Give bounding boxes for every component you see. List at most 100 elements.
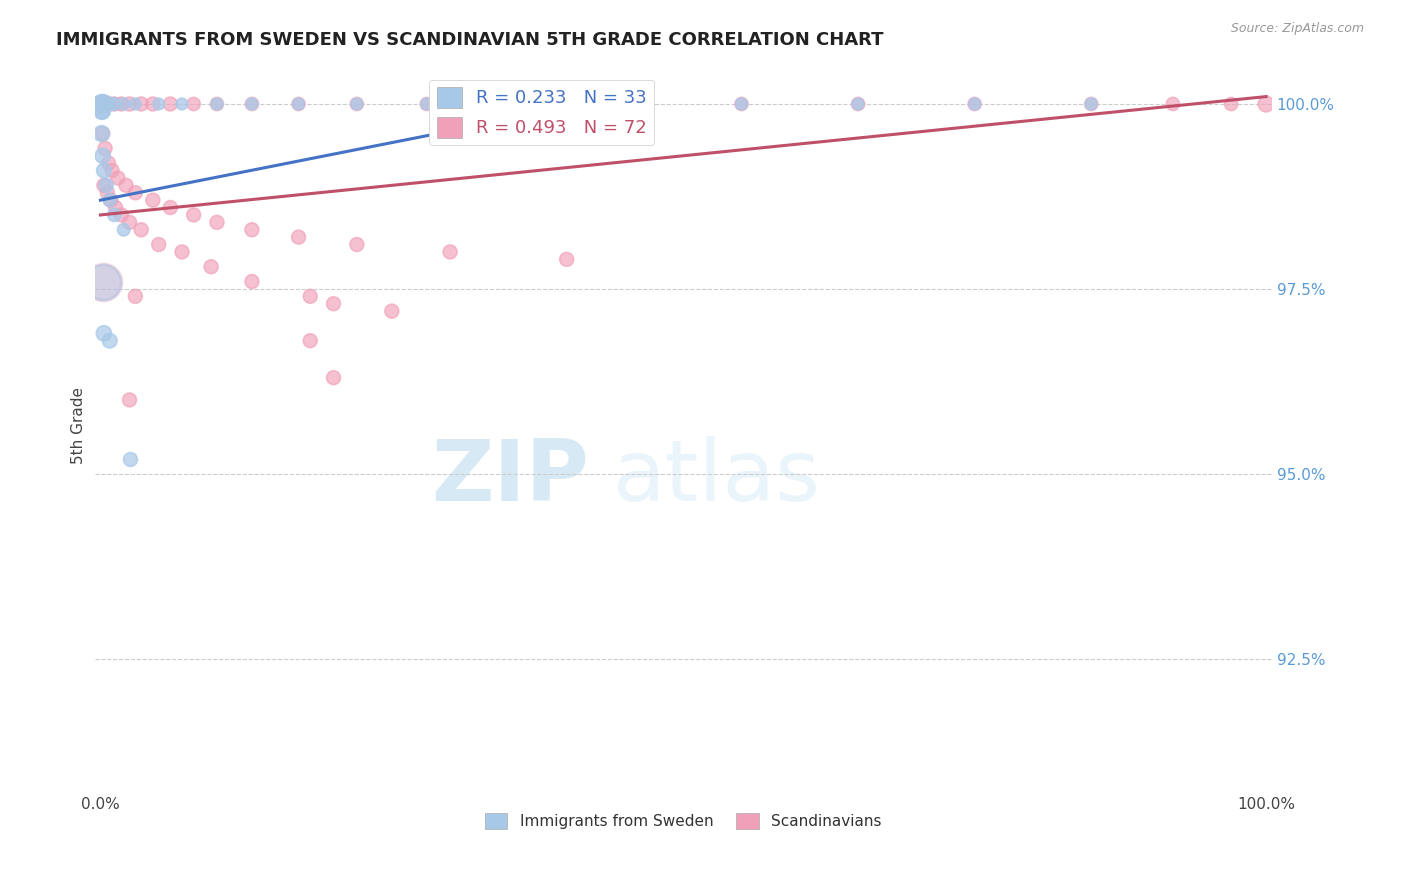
Point [91, 149, 114, 163]
Point [963, 97, 986, 112]
Point [93, 178, 115, 193]
Point [124, 289, 146, 303]
Point [346, 237, 368, 252]
Point [124, 186, 146, 200]
Point [613, 97, 636, 112]
Point [118, 452, 141, 467]
Point [118, 215, 141, 229]
Point [416, 97, 439, 112]
Point [963, 97, 986, 112]
Point [104, 201, 127, 215]
Point [107, 171, 129, 186]
Legend: Immigrants from Sweden, Scandinavians: Immigrants from Sweden, Scandinavians [478, 807, 889, 836]
Point [93, 97, 115, 112]
Text: IMMIGRANTS FROM SWEDEN VS SCANDINAVIAN 5TH GRADE CORRELATION CHART: IMMIGRANTS FROM SWEDEN VS SCANDINAVIAN 5… [56, 31, 884, 49]
Point [100, 193, 122, 207]
Point [98, 97, 121, 112]
Point [287, 230, 309, 244]
Point [91, 127, 114, 141]
Point [110, 208, 132, 222]
Point [1080, 97, 1102, 112]
Point [91, 275, 114, 289]
Point [1254, 97, 1277, 112]
Point [170, 97, 193, 112]
Point [91, 104, 114, 119]
Point [97, 156, 120, 170]
Point [93, 163, 115, 178]
Point [1161, 97, 1184, 112]
Point [118, 392, 141, 407]
Y-axis label: 5th Grade: 5th Grade [72, 387, 86, 464]
Point [730, 97, 752, 112]
Point [205, 215, 228, 229]
Point [112, 223, 135, 237]
Point [159, 201, 181, 215]
Point [1220, 97, 1243, 112]
Point [148, 237, 170, 252]
Point [96, 186, 118, 200]
Text: Source: ZipAtlas.com: Source: ZipAtlas.com [1230, 22, 1364, 36]
Point [205, 97, 228, 112]
Point [1080, 97, 1102, 112]
Point [93, 326, 115, 341]
Point [112, 97, 135, 112]
Point [94, 141, 117, 155]
Point [96, 178, 118, 193]
Point [98, 334, 121, 348]
Point [613, 97, 636, 112]
Point [103, 208, 125, 222]
Point [115, 178, 138, 193]
Point [287, 97, 309, 112]
Point [439, 244, 461, 259]
Point [103, 97, 125, 112]
Point [98, 193, 121, 207]
Point [142, 97, 165, 112]
Point [498, 97, 520, 112]
Point [159, 97, 181, 112]
Point [299, 334, 322, 348]
Point [142, 193, 165, 207]
Point [200, 260, 222, 274]
Point [730, 97, 752, 112]
Point [346, 97, 368, 112]
Point [240, 97, 263, 112]
Point [129, 223, 152, 237]
Point [110, 97, 132, 112]
Point [98, 97, 121, 112]
Point [124, 97, 146, 112]
Point [381, 304, 404, 318]
Point [498, 97, 520, 112]
Point [170, 244, 193, 259]
Point [322, 296, 344, 310]
Point [90, 104, 112, 119]
Point [90, 97, 112, 112]
Point [118, 97, 141, 112]
Point [129, 97, 152, 112]
Point [240, 275, 263, 289]
Point [846, 97, 869, 112]
Point [90, 127, 112, 141]
Point [94, 97, 117, 112]
Point [322, 370, 344, 384]
Text: ZIP: ZIP [432, 435, 589, 518]
Point [846, 97, 869, 112]
Point [287, 97, 309, 112]
Point [183, 208, 205, 222]
Point [93, 97, 115, 112]
Point [205, 97, 228, 112]
Point [240, 97, 263, 112]
Point [91, 97, 114, 112]
Point [240, 223, 263, 237]
Point [90, 97, 112, 112]
Point [96, 97, 118, 112]
Point [101, 163, 124, 178]
Point [91, 97, 114, 112]
Point [416, 97, 439, 112]
Point [183, 97, 205, 112]
Point [91, 275, 114, 289]
Point [148, 97, 170, 112]
Point [103, 97, 125, 112]
Point [96, 97, 118, 112]
Text: atlas: atlas [613, 435, 821, 518]
Point [93, 97, 115, 112]
